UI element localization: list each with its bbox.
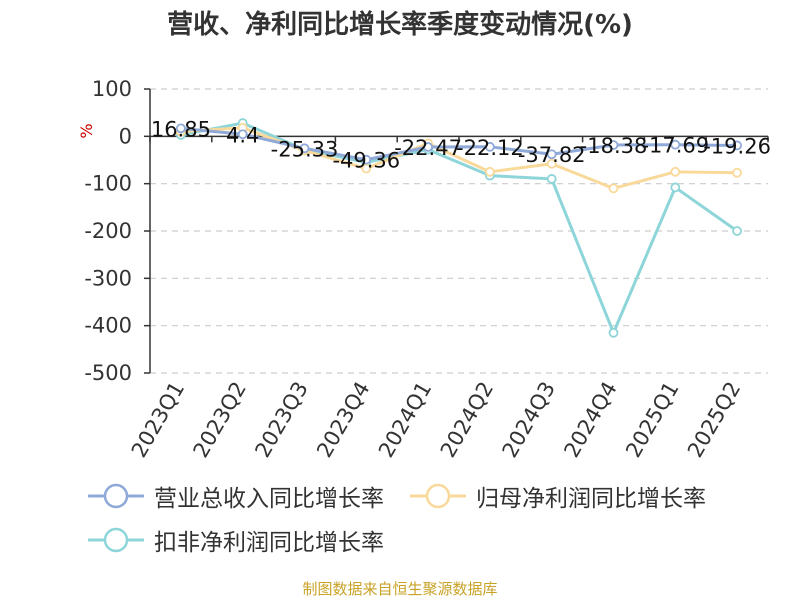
x-tick-label: 2023Q3	[250, 378, 312, 462]
series-point-0	[175, 123, 186, 134]
legend-label: 归母净利润同比增长率	[476, 486, 706, 512]
data-label: -49.36	[332, 149, 400, 173]
data-label: 4.4	[226, 123, 259, 147]
y-tick-label: -200	[84, 219, 132, 243]
series-point-2	[670, 182, 681, 193]
series-point-1	[484, 166, 495, 177]
legend-item[interactable]: 营业总收入同比增长率	[88, 474, 384, 518]
x-tick-label: 2024Q2	[436, 378, 498, 462]
x-tick-label: 2023Q4	[312, 378, 374, 462]
x-tick-label: 2024Q3	[498, 378, 560, 462]
legend-item[interactable]: 归母净利润同比增长率	[410, 474, 706, 518]
series-point-1	[732, 167, 742, 178]
legend-label: 营业总收入同比增长率	[154, 486, 384, 512]
series-point-2	[732, 226, 742, 236]
data-label: 16.85	[151, 117, 211, 141]
x-tick-label: 2024Q1	[374, 377, 436, 461]
series-point-0	[670, 139, 681, 150]
legend-line-icon	[88, 483, 144, 509]
x-tick-label: 2023Q1	[127, 378, 189, 462]
x-tick-label: 2023Q2	[189, 378, 251, 462]
data-label: -22.47	[394, 136, 462, 160]
series-point-0	[546, 149, 557, 160]
data-label: -18.38	[580, 134, 648, 158]
chart-title: 营收、净利同比增长率季度变动情况(%)	[167, 10, 633, 40]
series-point-0	[237, 129, 248, 140]
y-tick-label: 0	[119, 124, 132, 148]
series-line-0	[180, 126, 738, 162]
legend-line-icon	[88, 527, 144, 553]
legend-label: 扣非净利润同比增长率	[154, 530, 384, 556]
series-point-1	[546, 158, 557, 169]
y-tick-label: -100	[84, 172, 132, 196]
series-point-0	[608, 140, 619, 150]
legend-line-icon	[410, 483, 466, 509]
y-tick-label: -500	[84, 361, 132, 385]
data-label: -17.69	[641, 134, 709, 158]
chart-legend: 营业总收入同比增长率 归母净利润同比增长率扣非净利润同比增长率	[88, 474, 788, 562]
x-tick-label: 2025Q2	[683, 378, 745, 462]
series-point-1	[608, 183, 619, 194]
x-tick-label: 2024Q4	[559, 378, 621, 462]
series-point-0	[732, 140, 742, 151]
series-point-0	[484, 141, 495, 152]
series-point-0	[361, 154, 372, 165]
y-tick-label: -300	[84, 266, 132, 290]
series-point-2	[546, 174, 557, 184]
y-unit-label: %	[77, 123, 96, 138]
legend-item[interactable]: 扣非净利润同比增长率	[88, 518, 384, 562]
y-tick-label: -400	[84, 314, 132, 338]
data-label: -19.26	[703, 134, 771, 158]
data-label: -22.12	[456, 136, 524, 160]
data-label: -25.33	[271, 137, 339, 161]
series-point-2	[608, 327, 619, 338]
x-tick-label: 2025Q1	[621, 378, 683, 462]
series-line-1	[180, 126, 738, 190]
series-point-0	[299, 143, 310, 154]
data-source-note: 制图数据来自恒生聚源数据库	[302, 580, 498, 598]
series-point-1	[670, 166, 681, 177]
series-point-0	[423, 142, 434, 152]
series-line-2	[180, 121, 738, 335]
data-label: -37.82	[518, 143, 586, 167]
y-tick-label: 100	[92, 77, 132, 101]
